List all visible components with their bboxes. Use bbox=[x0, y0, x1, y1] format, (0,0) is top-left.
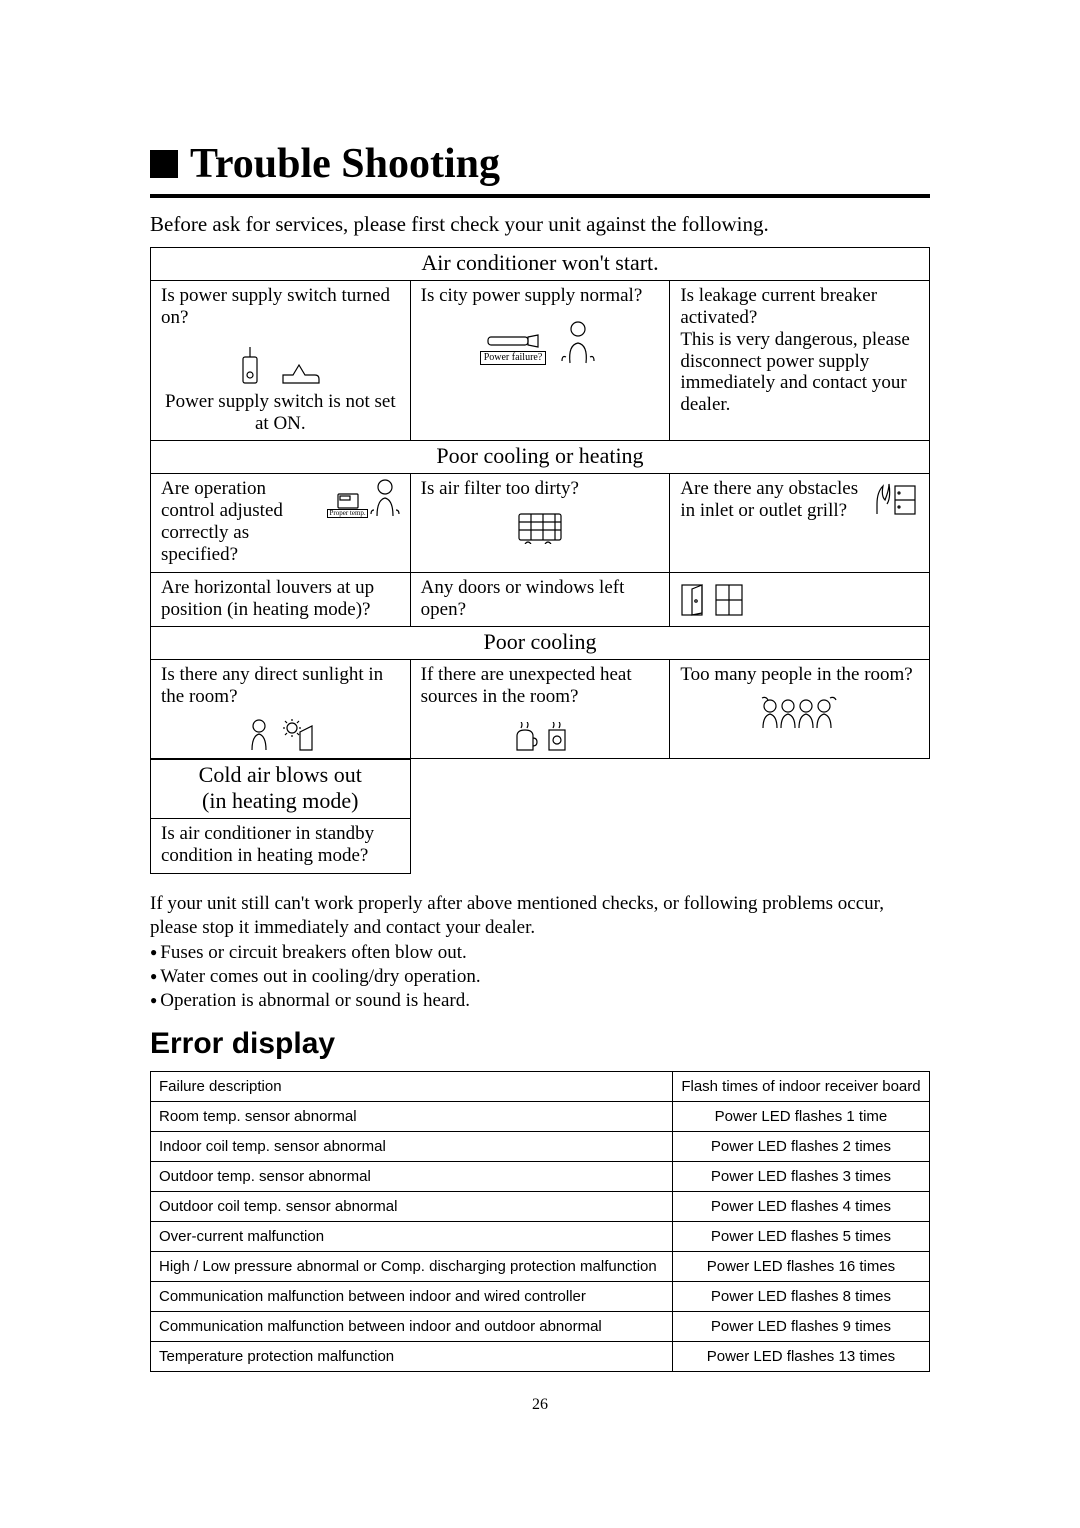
cell-power-switch: Is power supply switch turned on? Power … bbox=[151, 281, 411, 441]
table-row: Room temp. sensor abnormalPower LED flas… bbox=[151, 1101, 930, 1131]
post-note-item: Operation is abnormal or sound is heard. bbox=[150, 989, 930, 1013]
error-desc: Room temp. sensor abnormal bbox=[151, 1101, 673, 1131]
error-flash: Power LED flashes 2 times bbox=[672, 1131, 929, 1161]
cell-text: Is city power supply normal? bbox=[421, 285, 660, 307]
table-row: Outdoor temp. sensor abnormalPower LED f… bbox=[151, 1161, 930, 1191]
section-header-cold-air: Cold air blows out (in heating mode) bbox=[151, 760, 411, 819]
power-failure-box: Power failure? bbox=[480, 351, 547, 365]
flashlight-group: Power failure? bbox=[480, 333, 547, 365]
diagnostic-table-s4: Cold air blows out (in heating mode) Is … bbox=[150, 759, 411, 874]
cell-obstacles: Are there any obstacles in inlet or outl… bbox=[670, 474, 930, 572]
post-note-item: Water comes out in cooling/dry operation… bbox=[150, 965, 930, 989]
sun-window-icon bbox=[282, 718, 314, 752]
post-note-intro: If your unit still can't work properly a… bbox=[150, 892, 930, 940]
post-note: If your unit still can't work properly a… bbox=[150, 892, 930, 1013]
cell-city-power: Is city power supply normal? Power failu… bbox=[410, 281, 670, 441]
error-desc: Outdoor temp. sensor abnormal bbox=[151, 1161, 673, 1191]
filter-icon bbox=[515, 510, 565, 544]
table-row: Outdoor coil temp. sensor abnormalPower … bbox=[151, 1191, 930, 1221]
table-row: Communication malfunction between indoor… bbox=[151, 1281, 930, 1311]
page-title: Trouble Shooting bbox=[190, 140, 500, 188]
cell-text: Is air conditioner in standby condition … bbox=[161, 823, 400, 867]
title-bullet-square bbox=[150, 150, 178, 178]
table-row: Communication malfunction between indoor… bbox=[151, 1311, 930, 1341]
cell-text: Is power supply switch turned on? bbox=[161, 285, 400, 329]
error-display-heading: Error display bbox=[150, 1027, 930, 1061]
cell-standby-heating: Is air conditioner in standby condition … bbox=[151, 819, 411, 874]
plant-cabinet-icon bbox=[871, 478, 919, 518]
cell-doors-windows: Any doors or windows left open? bbox=[410, 572, 670, 627]
error-table-col-flash: Flash times of indoor receiver board bbox=[672, 1071, 929, 1101]
cell-horizontal-louvers: Are horizontal louvers at up position (i… bbox=[151, 572, 411, 627]
cell-text: Is air filter too dirty? bbox=[421, 478, 660, 500]
post-note-item: Fuses or circuit breakers often blow out… bbox=[150, 941, 930, 965]
section-header-poor-cool-heat: Poor cooling or heating bbox=[151, 441, 930, 474]
error-desc: Communication malfunction between indoor… bbox=[151, 1311, 673, 1341]
cell-text: If there are unexpected heat sources in … bbox=[421, 664, 660, 708]
remote-icon bbox=[337, 493, 359, 509]
error-flash: Power LED flashes 4 times bbox=[672, 1191, 929, 1221]
table-row: High / Low pressure abnormal or Comp. di… bbox=[151, 1251, 930, 1281]
error-flash: Power LED flashes 3 times bbox=[672, 1161, 929, 1191]
error-desc: Temperature protection malfunction bbox=[151, 1341, 673, 1371]
error-flash: Power LED flashes 16 times bbox=[672, 1251, 929, 1281]
error-flash: Power LED flashes 13 times bbox=[672, 1341, 929, 1371]
error-flash: Power LED flashes 5 times bbox=[672, 1221, 929, 1251]
error-desc: Outdoor coil temp. sensor abnormal bbox=[151, 1191, 673, 1221]
table-row: Over-current malfunctionPower LED flashe… bbox=[151, 1221, 930, 1251]
page-number: 26 bbox=[150, 1396, 930, 1414]
cell-operation-control: Are operation control adjusted correctly… bbox=[151, 474, 411, 572]
error-table-col-description: Failure description bbox=[151, 1071, 673, 1101]
cell-air-filter: Is air filter too dirty? bbox=[410, 474, 670, 572]
error-desc: Communication malfunction between indoor… bbox=[151, 1281, 673, 1311]
cell-direct-sunlight: Is there any direct sunlight in the room… bbox=[151, 660, 411, 759]
diagnostic-table: Air conditioner won't start. Is power su… bbox=[150, 247, 930, 759]
kettle-icon bbox=[513, 722, 539, 752]
section-header-poor-cooling: Poor cooling bbox=[151, 627, 930, 660]
error-flash: Power LED flashes 9 times bbox=[672, 1311, 929, 1341]
section-header-wont-start: Air conditioner won't start. bbox=[151, 248, 930, 281]
stove-icon bbox=[547, 722, 567, 752]
cell-text: Are operation control adjusted correctly… bbox=[161, 478, 323, 565]
person-confused-icon bbox=[560, 319, 600, 365]
proper-temp-box: Proper temp. bbox=[327, 509, 367, 518]
cell-leakage-breaker: Is leakage current breaker activated? Th… bbox=[670, 281, 930, 441]
person-sweating-icon bbox=[370, 478, 400, 518]
cell-text: Too many people in the room? bbox=[680, 664, 919, 686]
cell-heat-sources: If there are unexpected heat sources in … bbox=[410, 660, 670, 759]
cell-text: Any doors or windows left open? bbox=[421, 577, 660, 621]
error-flash: Power LED flashes 8 times bbox=[672, 1281, 929, 1311]
crowd-icon bbox=[760, 696, 840, 730]
cell-text: Are horizontal louvers at up position (i… bbox=[161, 577, 400, 621]
page-title-row: Trouble Shooting bbox=[150, 140, 930, 198]
flashlight-icon bbox=[486, 333, 540, 349]
cell-caption: Power supply switch is not set at ON. bbox=[161, 391, 400, 435]
cell-text: Is there any direct sunlight in the room… bbox=[161, 664, 400, 708]
table-row: Indoor coil temp. sensor abnormalPower L… bbox=[151, 1131, 930, 1161]
error-desc: Over-current malfunction bbox=[151, 1221, 673, 1251]
error-desc: High / Low pressure abnormal or Comp. di… bbox=[151, 1251, 673, 1281]
hand-pointing-icon bbox=[281, 357, 321, 387]
intro-text: Before ask for services, please first ch… bbox=[150, 212, 930, 237]
cell-too-many-people: Too many people in the room? bbox=[670, 660, 930, 759]
person-hot-icon bbox=[246, 718, 272, 752]
error-table: Failure description Flash times of indoo… bbox=[150, 1071, 930, 1372]
error-flash: Power LED flashes 1 time bbox=[672, 1101, 929, 1131]
cell-door-window-icon bbox=[670, 572, 930, 627]
window-icon bbox=[714, 583, 744, 617]
cell-text: Is leakage current breaker activated? Th… bbox=[680, 285, 919, 416]
cell-text: Are there any obstacles in inlet or outl… bbox=[680, 478, 867, 522]
table-row: Temperature protection malfunctionPower … bbox=[151, 1341, 930, 1371]
error-desc: Indoor coil temp. sensor abnormal bbox=[151, 1131, 673, 1161]
door-icon bbox=[680, 583, 708, 617]
switch-icon bbox=[239, 343, 275, 387]
